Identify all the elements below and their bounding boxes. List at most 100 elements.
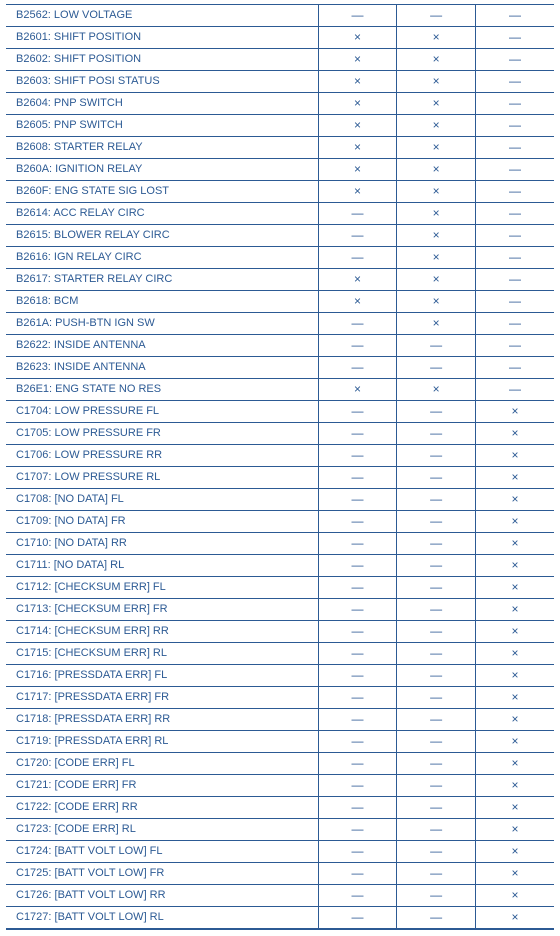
- mark-cell: —: [318, 621, 397, 643]
- mark-cell: ×: [397, 225, 476, 247]
- mark-value: —: [509, 74, 521, 89]
- mark-value: —: [509, 228, 521, 243]
- table-row: B2623: INSIDE ANTENNA———: [6, 357, 554, 379]
- mark-cell: —: [318, 5, 397, 27]
- mark-cell: —: [318, 753, 397, 775]
- mark-cell: —: [397, 687, 476, 709]
- mark-cell: —: [397, 533, 476, 555]
- mark-value: ×: [511, 734, 518, 749]
- dtc-label: B2618: BCM: [6, 291, 318, 313]
- mark-value: —: [509, 184, 521, 199]
- mark-value: ×: [354, 184, 361, 199]
- dtc-label: C1707: LOW PRESSURE RL: [6, 467, 318, 489]
- mark-value: —: [352, 844, 364, 859]
- mark-cell: ×: [397, 93, 476, 115]
- mark-cell: ×: [397, 137, 476, 159]
- mark-value: —: [352, 206, 364, 221]
- dtc-label: B26E1: ENG STATE NO RES: [6, 379, 318, 401]
- mark-cell: —: [475, 5, 554, 27]
- table-row: C1716: [PRESSDATA ERR] FL——×: [6, 665, 554, 687]
- mark-value: —: [352, 558, 364, 573]
- mark-value: ×: [511, 668, 518, 683]
- mark-cell: —: [397, 445, 476, 467]
- table-row: C1708: [NO DATA] FL——×: [6, 489, 554, 511]
- dtc-label: B2602: SHIFT POSITION: [6, 49, 318, 71]
- mark-value: ×: [354, 140, 361, 155]
- mark-cell: ×: [475, 775, 554, 797]
- mark-value: ×: [511, 514, 518, 529]
- mark-value: —: [509, 30, 521, 45]
- mark-value: —: [352, 668, 364, 683]
- mark-cell: —: [475, 357, 554, 379]
- mark-cell: —: [318, 709, 397, 731]
- mark-value: ×: [511, 448, 518, 463]
- table-row: C1727: [BATT VOLT LOW] RL——×: [6, 907, 554, 930]
- dtc-label: C1715: [CHECKSUM ERR] RL: [6, 643, 318, 665]
- table-row: C1711: [NO DATA] RL——×: [6, 555, 554, 577]
- mark-cell: ×: [318, 137, 397, 159]
- mark-value: ×: [511, 602, 518, 617]
- mark-value: ×: [354, 96, 361, 111]
- mark-cell: ×: [397, 269, 476, 291]
- mark-value: —: [352, 646, 364, 661]
- mark-cell: —: [397, 357, 476, 379]
- dtc-label: B2603: SHIFT POSI STATUS: [6, 71, 318, 93]
- mark-value: —: [430, 8, 442, 23]
- mark-cell: —: [397, 621, 476, 643]
- table-row: C1721: [CODE ERR] FR——×: [6, 775, 554, 797]
- mark-value: ×: [511, 712, 518, 727]
- mark-value: ×: [354, 272, 361, 287]
- mark-cell: —: [475, 181, 554, 203]
- mark-value: —: [352, 536, 364, 551]
- mark-value: —: [430, 360, 442, 375]
- mark-value: ×: [433, 162, 440, 177]
- dtc-label: C1705: LOW PRESSURE FR: [6, 423, 318, 445]
- table-row: B2617: STARTER RELAY CIRC××—: [6, 269, 554, 291]
- mark-value: ×: [511, 866, 518, 881]
- mark-cell: —: [397, 885, 476, 907]
- mark-cell: —: [475, 115, 554, 137]
- mark-value: —: [509, 316, 521, 331]
- mark-value: —: [430, 800, 442, 815]
- mark-value: ×: [354, 30, 361, 45]
- mark-value: —: [430, 338, 442, 353]
- mark-value: ×: [433, 272, 440, 287]
- mark-cell: ×: [475, 621, 554, 643]
- mark-value: —: [509, 250, 521, 265]
- mark-cell: —: [397, 401, 476, 423]
- mark-value: —: [352, 8, 364, 23]
- mark-value: —: [430, 580, 442, 595]
- mark-cell: ×: [318, 27, 397, 49]
- mark-value: ×: [433, 250, 440, 265]
- mark-cell: ×: [397, 49, 476, 71]
- dtc-label: B261A: PUSH-BTN IGN SW: [6, 313, 318, 335]
- mark-cell: ×: [475, 709, 554, 731]
- mark-cell: —: [475, 247, 554, 269]
- mark-value: ×: [511, 888, 518, 903]
- mark-cell: —: [318, 775, 397, 797]
- dtc-label: C1720: [CODE ERR] FL: [6, 753, 318, 775]
- mark-cell: —: [318, 489, 397, 511]
- mark-cell: —: [475, 27, 554, 49]
- mark-value: —: [430, 734, 442, 749]
- mark-cell: ×: [475, 687, 554, 709]
- mark-cell: ×: [475, 753, 554, 775]
- mark-value: ×: [433, 382, 440, 397]
- mark-cell: ×: [318, 291, 397, 313]
- mark-value: ×: [511, 844, 518, 859]
- mark-cell: —: [318, 665, 397, 687]
- mark-value: —: [352, 228, 364, 243]
- table-row: B2605: PNP SWITCH××—: [6, 115, 554, 137]
- dtc-label: C1709: [NO DATA] FR: [6, 511, 318, 533]
- mark-value: ×: [433, 206, 440, 221]
- mark-value: ×: [511, 646, 518, 661]
- mark-cell: ×: [475, 863, 554, 885]
- mark-cell: —: [318, 445, 397, 467]
- mark-value: —: [430, 646, 442, 661]
- mark-value: —: [352, 712, 364, 727]
- mark-value: ×: [511, 624, 518, 639]
- table-row: C1712: [CHECKSUM ERR] FL——×: [6, 577, 554, 599]
- mark-value: ×: [433, 228, 440, 243]
- mark-cell: —: [318, 467, 397, 489]
- mark-cell: ×: [318, 379, 397, 401]
